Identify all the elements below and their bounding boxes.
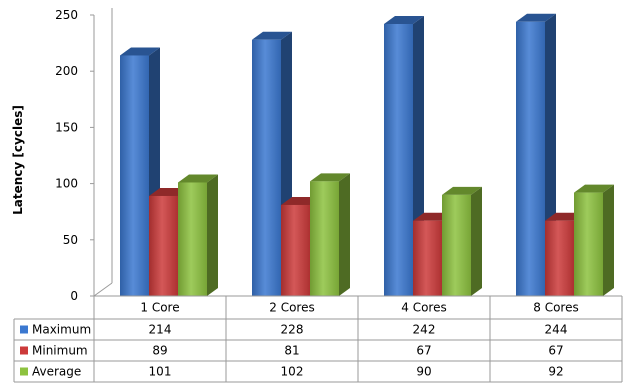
y-axis-label: Latency [cycles] xyxy=(11,105,25,215)
legend-label-minimum: Minimum xyxy=(32,344,88,358)
bar-top xyxy=(384,15,424,24)
bar-front xyxy=(574,192,603,296)
table-cell-minimum-1-core: 89 xyxy=(152,344,167,358)
legend-key-minimum xyxy=(20,346,28,355)
table-cell-maximum-8-cores: 244 xyxy=(545,323,568,337)
bar-top xyxy=(310,173,350,182)
bar-side xyxy=(603,184,614,296)
bar-top xyxy=(516,13,556,22)
table-cell-maximum-1-core: 214 xyxy=(149,323,172,337)
floor-depth-edge xyxy=(93,282,113,297)
table-header-2-cores: 2 Cores xyxy=(269,301,314,315)
legend-label-average: Average xyxy=(32,365,81,379)
table-cell-minimum-4-cores: 67 xyxy=(416,344,431,358)
bar-front xyxy=(545,220,574,296)
y-tick-label: 150 xyxy=(55,120,78,134)
y-tick-label: 100 xyxy=(55,177,78,191)
y-tick-label: 200 xyxy=(55,64,78,78)
bar-side xyxy=(207,174,218,296)
bar-top xyxy=(574,184,614,193)
table-cell-minimum-2-cores: 81 xyxy=(284,344,299,358)
y-tick-label: 0 xyxy=(70,289,78,303)
bar-top xyxy=(178,174,218,183)
bar-front xyxy=(442,194,471,296)
bar-side xyxy=(339,173,350,296)
y-tick-labels: 0 50 100 150 200 250 xyxy=(55,8,94,303)
table-header-4-cores: 4 Cores xyxy=(401,301,446,315)
table-cell-average-8-cores: 92 xyxy=(548,365,563,379)
bar-average-4-cores xyxy=(442,186,482,296)
legend-label-maximum: Maximum xyxy=(32,323,91,337)
y-tick-label: 50 xyxy=(63,233,78,247)
table-cell-average-4-cores: 90 xyxy=(416,365,431,379)
legend-key-average xyxy=(20,367,28,376)
y-tick-label: 250 xyxy=(55,8,78,22)
bar-average-2-cores xyxy=(310,173,350,296)
table-cell-maximum-4-cores: 242 xyxy=(413,323,436,337)
bar-front xyxy=(310,181,339,296)
table-cell-average-1-core: 101 xyxy=(149,365,172,379)
table-header-1-core: 1 Core xyxy=(140,301,179,315)
bar-front xyxy=(413,220,442,296)
bar-front xyxy=(281,204,310,296)
bar-front xyxy=(149,195,178,296)
bar-average-1-core xyxy=(178,174,218,296)
table-cell-minimum-8-cores: 67 xyxy=(548,344,563,358)
bar-front xyxy=(178,182,207,296)
bar-top xyxy=(120,47,160,56)
bar-top xyxy=(252,31,292,40)
bar-front xyxy=(252,39,281,297)
bar-front xyxy=(384,23,413,296)
bar-front xyxy=(516,21,545,297)
bar-top xyxy=(442,186,482,195)
bar-maximum-2-cores xyxy=(252,31,292,297)
bar-average-8-cores xyxy=(574,184,614,296)
bar-side xyxy=(471,186,482,296)
data-table: 1 Core 2 Cores 4 Cores 8 Cores Maximum 214 228… xyxy=(13,295,623,383)
bars xyxy=(120,13,614,297)
table-header-8-cores: 8 Cores xyxy=(533,301,578,315)
bar-front xyxy=(120,55,149,296)
legend-key-maximum xyxy=(20,325,28,334)
table-cell-maximum-2-cores: 228 xyxy=(281,323,304,337)
table-cell-average-2-cores: 102 xyxy=(281,365,304,379)
